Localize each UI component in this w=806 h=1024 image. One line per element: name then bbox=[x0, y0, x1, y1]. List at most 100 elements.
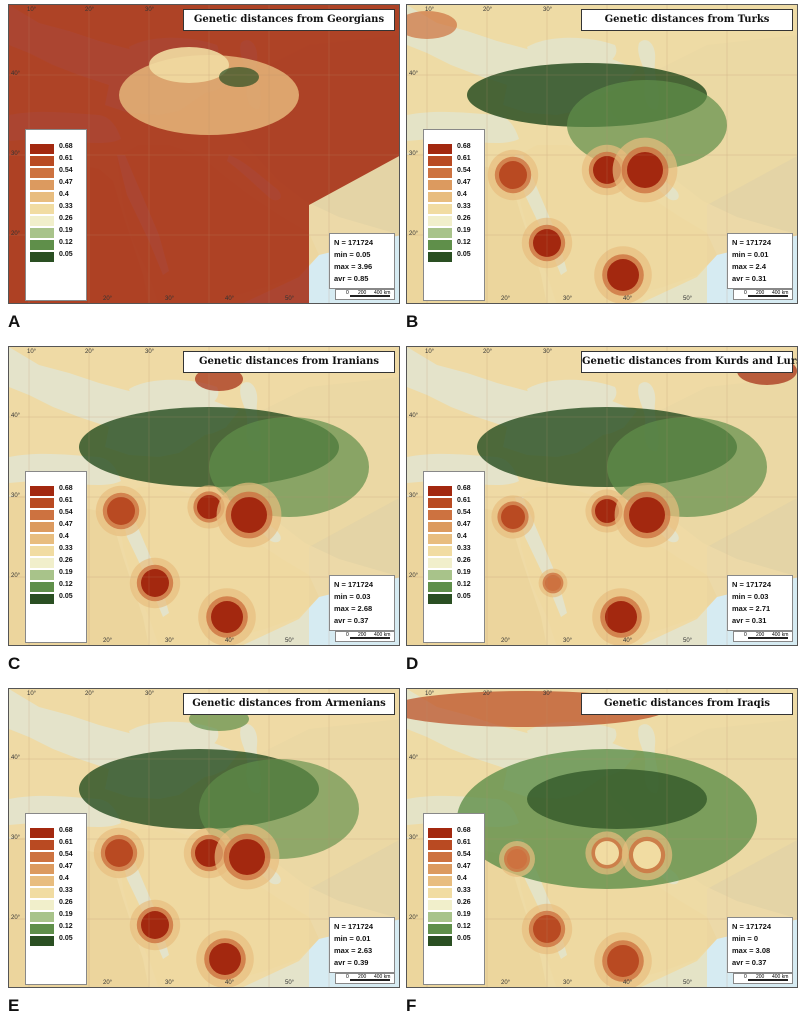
stat-avr: avr = 0.31 bbox=[732, 274, 767, 283]
legend-item: 0.33 bbox=[428, 203, 484, 215]
legend-item: 0.54 bbox=[428, 851, 484, 863]
legend-swatch bbox=[428, 144, 452, 154]
legend-label: 0.4 bbox=[59, 191, 69, 198]
coord-bottom-1: 30° bbox=[165, 980, 175, 986]
scale-bar: 0 200 400 km bbox=[733, 631, 793, 642]
legend-item: 0.61 bbox=[428, 497, 484, 509]
coord-top-1: 20° bbox=[85, 7, 95, 13]
legend: 0.68 0.61 0.54 0.47 0.4 0.33 0.26 0.19 0.12 0.05 bbox=[25, 471, 87, 643]
coord-left-0: 40° bbox=[11, 71, 21, 77]
legend-item: 0.12 bbox=[30, 581, 86, 593]
legend-label: 0.61 bbox=[59, 155, 73, 162]
legend-swatch bbox=[30, 864, 54, 874]
legend-label: 0.26 bbox=[457, 899, 471, 906]
legend-swatch bbox=[428, 840, 452, 850]
scale-200: 200 bbox=[358, 290, 367, 296]
legend-swatch bbox=[428, 864, 452, 874]
heat-region bbox=[487, 149, 539, 201]
stat-max: max = 3.96 bbox=[334, 262, 373, 271]
legend-item: 0.33 bbox=[428, 545, 484, 557]
stat-avr: avr = 0.31 bbox=[732, 616, 767, 625]
heat-region bbox=[594, 246, 652, 303]
legend-label: 0.4 bbox=[59, 875, 69, 882]
coord-bottom-0: 20° bbox=[501, 296, 511, 302]
legend-swatch bbox=[30, 840, 54, 850]
coord-top-0: 10° bbox=[425, 349, 435, 355]
scale-400: 400 km bbox=[772, 632, 789, 638]
legend-label: 0.26 bbox=[457, 215, 471, 222]
legend-label: 0.61 bbox=[59, 839, 73, 846]
stats-box: N = 171724 min = 0.05 max = 3.96 avr = 0… bbox=[329, 233, 395, 289]
stat-min: min = 0.03 bbox=[334, 592, 371, 601]
legend-label: 0.61 bbox=[457, 839, 471, 846]
legend-label: 0.68 bbox=[59, 827, 73, 834]
legend-label: 0.61 bbox=[457, 155, 471, 162]
legend-label: 0.4 bbox=[457, 533, 467, 540]
legend-swatch bbox=[30, 594, 54, 604]
coord-top-0: 10° bbox=[425, 7, 435, 13]
legend-swatch bbox=[428, 828, 452, 838]
stat-min: min = 0.03 bbox=[732, 592, 769, 601]
coord-bottom-0: 20° bbox=[501, 638, 511, 644]
heat-region bbox=[594, 932, 652, 987]
legend-swatch bbox=[428, 876, 452, 886]
heat-region bbox=[592, 588, 650, 645]
scale-bar: 0 200 400 km bbox=[335, 289, 395, 300]
coord-left-1: 30° bbox=[409, 493, 419, 499]
scale-bar: 0 200 400 km bbox=[733, 973, 793, 984]
stat-avr: avr = 0.37 bbox=[732, 958, 767, 967]
legend-label: 0.54 bbox=[457, 851, 471, 858]
legend-swatch bbox=[428, 888, 452, 898]
map-panel-a: 10° 20° 30° 40° 30° 20° 20° 30° 40° 50° … bbox=[8, 4, 400, 304]
heat-region bbox=[195, 367, 243, 391]
legend-swatch bbox=[30, 216, 54, 226]
panel-letter-a: A bbox=[8, 312, 21, 331]
stat-n: N = 171724 bbox=[334, 580, 373, 589]
legend-label: 0.12 bbox=[59, 581, 73, 588]
legend-item: 0.05 bbox=[30, 251, 86, 263]
coord-bottom-1: 30° bbox=[165, 296, 175, 302]
legend-label: 0.05 bbox=[59, 935, 73, 942]
legend-label: 0.05 bbox=[59, 251, 73, 258]
legend-swatch bbox=[30, 534, 54, 544]
coord-left-2: 20° bbox=[409, 231, 419, 237]
stats-box: N = 171724 min = 0.01 max = 2.4 avr = 0.… bbox=[727, 233, 793, 289]
heat-region bbox=[538, 568, 568, 598]
scale-400: 400 km bbox=[374, 290, 391, 296]
legend-item: 0.4 bbox=[428, 875, 484, 887]
legend-label: 0.05 bbox=[457, 935, 471, 942]
coord-bottom-2: 40° bbox=[623, 638, 633, 644]
legend-label: 0.4 bbox=[457, 875, 467, 882]
legend-label: 0.33 bbox=[457, 203, 471, 210]
legend-item: 0.05 bbox=[30, 935, 86, 947]
legend-swatch bbox=[428, 510, 452, 520]
legend-swatch bbox=[428, 546, 452, 556]
panel-title: Genetic distances from Turks bbox=[581, 9, 793, 31]
legend-swatch bbox=[30, 204, 54, 214]
legend-swatch bbox=[428, 582, 452, 592]
legend-item: 0.61 bbox=[30, 839, 86, 851]
legend-swatch bbox=[428, 570, 452, 580]
legend-swatch bbox=[428, 228, 452, 238]
legend: 0.68 0.61 0.54 0.47 0.4 0.33 0.26 0.19 0.12 0.05 bbox=[423, 129, 485, 301]
legend-label: 0.26 bbox=[59, 899, 73, 906]
legend-item: 0.4 bbox=[30, 875, 86, 887]
heat-region bbox=[214, 824, 280, 890]
legend-label: 0.12 bbox=[59, 923, 73, 930]
legend-item: 0.54 bbox=[428, 509, 484, 521]
legend-swatch bbox=[30, 912, 54, 922]
legend-item: 0.33 bbox=[30, 203, 86, 215]
coord-bottom-3: 50° bbox=[285, 296, 295, 302]
heat-region bbox=[499, 841, 535, 877]
legend-swatch bbox=[30, 144, 54, 154]
legend-swatch bbox=[30, 876, 54, 886]
legend-label: 0.4 bbox=[457, 191, 467, 198]
legend-swatch bbox=[428, 180, 452, 190]
heat-region bbox=[621, 829, 673, 881]
scale-400: 400 km bbox=[374, 974, 391, 980]
coord-left-2: 20° bbox=[11, 231, 21, 237]
coord-left-2: 20° bbox=[409, 573, 419, 579]
scale-400: 400 km bbox=[772, 974, 789, 980]
legend-swatch bbox=[428, 168, 452, 178]
legend-item: 0.61 bbox=[30, 497, 86, 509]
